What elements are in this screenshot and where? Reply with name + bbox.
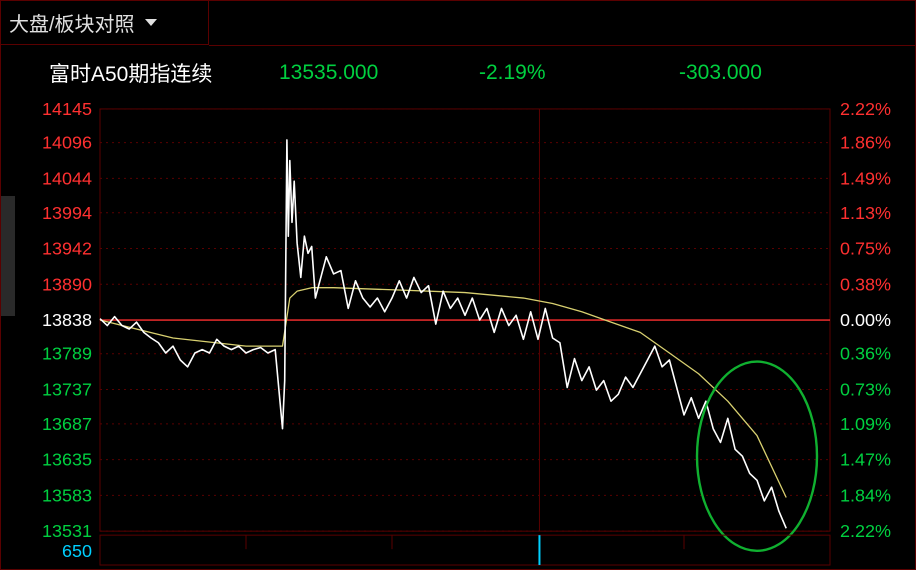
price-chart[interactable]: 14145 14096 14044 13994 13942 13890 13838 13789… — [15, 97, 915, 569]
svg-text:13789: 13789 — [42, 344, 92, 364]
svg-text:13838: 13838 — [42, 310, 92, 330]
svg-text:13583: 13583 — [42, 485, 92, 505]
quote-header: 富时A50期指连续 13535.000 -2.19% -303.000 — [1, 55, 915, 91]
svg-text:0.38%: 0.38% — [840, 274, 891, 294]
last-price: 13535.000 — [279, 61, 479, 85]
view-selector[interactable]: 大盘/板块对照 — [1, 1, 209, 45]
svg-text:14145: 14145 — [42, 99, 92, 119]
svg-text:13531: 13531 — [42, 521, 92, 541]
svg-text:2.22%: 2.22% — [840, 521, 891, 541]
svg-text:1.47%: 1.47% — [840, 450, 891, 470]
svg-text:13942: 13942 — [42, 239, 92, 259]
svg-text:13890: 13890 — [42, 274, 92, 294]
change-pct: -2.19% — [479, 61, 679, 85]
svg-text:1.13%: 1.13% — [840, 203, 891, 223]
svg-text:0.00%: 0.00% — [840, 310, 891, 330]
change-abs: -303.000 — [679, 61, 879, 85]
stock-chart-app: 大盘/板块对照 富时A50期指连续 13535.000 -2.19% -303.… — [0, 0, 916, 570]
svg-text:1.09%: 1.09% — [840, 414, 891, 434]
svg-text:650: 650 — [62, 541, 92, 561]
svg-text:2.22%: 2.22% — [840, 99, 891, 119]
view-selector-label: 大盘/板块对照 — [9, 8, 135, 37]
instrument-name: 富时A50期指连续 — [49, 58, 279, 88]
svg-text:0.73%: 0.73% — [840, 380, 891, 400]
topbar-spacer — [209, 1, 915, 46]
svg-text:1.49%: 1.49% — [840, 168, 891, 188]
svg-text:1.86%: 1.86% — [840, 133, 891, 153]
svg-text:13635: 13635 — [42, 450, 92, 470]
svg-text:0.36%: 0.36% — [840, 344, 891, 364]
svg-text:13737: 13737 — [42, 380, 92, 400]
left-grip[interactable] — [1, 196, 15, 316]
svg-text:1.84%: 1.84% — [840, 485, 891, 505]
svg-text:13994: 13994 — [42, 203, 92, 223]
svg-text:0.75%: 0.75% — [840, 239, 891, 259]
svg-text:14044: 14044 — [42, 168, 92, 188]
chevron-down-icon — [145, 19, 157, 26]
svg-text:14096: 14096 — [42, 133, 92, 153]
svg-text:13687: 13687 — [42, 414, 92, 434]
